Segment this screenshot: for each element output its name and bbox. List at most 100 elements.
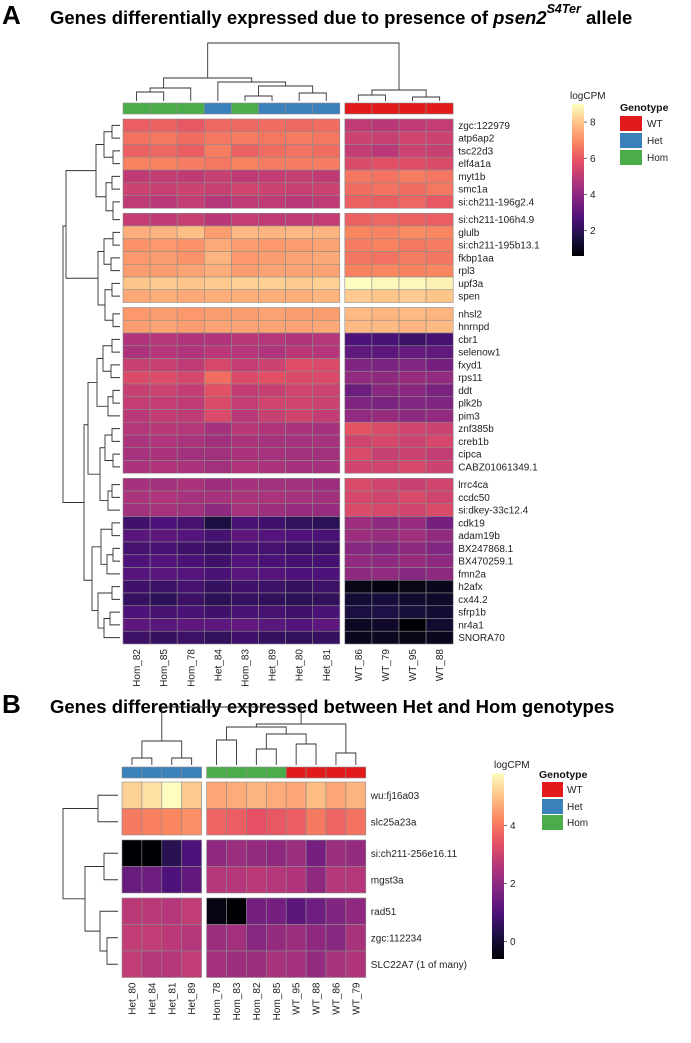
heatmap-cell	[425, 358, 454, 372]
heatmap-cell	[122, 144, 151, 158]
row-label: fkbp1aa	[458, 253, 494, 264]
heatmap-cell	[231, 490, 259, 505]
dendrogram-branch	[91, 546, 101, 611]
row-label: plk2b	[458, 399, 482, 410]
heatmap-cell	[285, 421, 314, 436]
column-label: Het_81	[167, 982, 178, 1015]
heatmap-cell	[206, 781, 227, 809]
heatmap-cell	[258, 319, 286, 334]
heatmap-cell	[226, 839, 247, 867]
row-label: cx44.2	[458, 595, 488, 606]
genotype-annotation-cell	[121, 766, 143, 779]
heatmap-cell	[231, 434, 259, 449]
heatmap-cell	[149, 460, 178, 474]
heatmap-cell	[258, 528, 286, 543]
heatmap-cell	[149, 447, 178, 461]
heatmap-cell	[312, 212, 341, 227]
heatmap-cell	[344, 144, 373, 158]
heatmap-cell	[122, 567, 151, 581]
dendrogram-branch	[258, 85, 314, 96]
heatmap-cell	[425, 567, 454, 581]
heatmap-cell	[285, 307, 314, 321]
heatmap-cell	[176, 345, 205, 359]
heatmap-cell	[161, 924, 183, 952]
heatmap-cell	[231, 131, 259, 145]
heatmap-cell	[371, 592, 400, 607]
color-legend-bar	[492, 773, 504, 959]
heatmap-cell	[176, 409, 205, 423]
heatmap-cell	[344, 276, 373, 291]
heatmap-cell	[258, 383, 286, 398]
column-label: Het_81	[322, 649, 333, 682]
heatmap-cell	[344, 541, 373, 556]
heatmap-cell	[226, 924, 247, 952]
heatmap-cell	[149, 516, 178, 530]
legend-label-het: Het	[647, 136, 663, 147]
heatmap-cell	[231, 319, 259, 334]
dendrogram-branch	[111, 124, 120, 139]
heatmap-cell	[312, 477, 341, 492]
heatmap-cell	[345, 781, 367, 809]
dendrogram-branch	[207, 42, 400, 90]
dendrogram-branch	[99, 910, 118, 952]
row-label: zgc:112234	[371, 933, 422, 944]
heatmap-cell	[398, 225, 427, 240]
heatmap-cell	[161, 950, 183, 978]
heatmap-cell	[204, 289, 232, 303]
row-label: nhsl2	[458, 309, 482, 320]
heatmap-cell	[425, 144, 454, 158]
dendrogram-branch	[171, 757, 193, 765]
row-label: si:dkey-33c12.4	[458, 506, 528, 517]
heatmap-cell	[176, 630, 205, 645]
heatmap-cell	[258, 276, 286, 291]
dendrogram-branch	[62, 225, 84, 503]
dendrogram-branch	[112, 389, 120, 404]
row-label: fxyd1	[458, 360, 482, 371]
heatmap-cell	[398, 447, 427, 461]
heatmap-cell	[344, 358, 373, 372]
heatmap-cell	[122, 383, 151, 398]
heatmap-cell	[149, 319, 178, 334]
heatmap-cell	[325, 897, 347, 925]
heatmap-cell	[398, 409, 427, 423]
heatmap-cell	[204, 182, 232, 196]
heatmap-cell	[231, 592, 259, 607]
dendrogram-branch	[226, 726, 287, 740]
panel-a-letter: A	[2, 0, 21, 30]
heatmap-cell	[122, 477, 151, 492]
dendrogram-branch	[84, 866, 104, 932]
dendrogram-branch	[217, 81, 287, 101]
dendrogram-branch	[110, 257, 120, 272]
genotype-annotation-cell	[325, 766, 347, 779]
heatmap-cell	[181, 839, 202, 867]
heatmap-cell	[149, 251, 178, 265]
heatmap-cell	[344, 319, 373, 334]
panel-a-title: Genes differentially expressed due to pr…	[50, 2, 632, 28]
column-label: WT_95	[292, 982, 303, 1015]
heatmap-cell	[231, 503, 259, 517]
genotype-legend-title: Genotype	[539, 769, 588, 781]
heatmap-cell	[206, 950, 227, 978]
heatmap-cell	[258, 630, 286, 645]
heatmap-cell	[258, 144, 286, 158]
heatmap-cell	[371, 144, 400, 158]
heatmap-cell	[161, 808, 183, 836]
row-label: si:ch211-256e16.11	[371, 849, 458, 860]
dendrogram-branch	[163, 77, 253, 88]
heatmap-cell	[122, 289, 151, 303]
heatmap-cell	[231, 182, 259, 196]
genotype-annotation-cell	[285, 102, 314, 115]
heatmap-cell	[425, 319, 454, 334]
heatmap-cell	[204, 383, 232, 398]
heatmap-cell	[344, 307, 373, 321]
heatmap-cell	[149, 169, 178, 184]
heatmap-cell	[149, 490, 178, 505]
heatmap-cell	[398, 490, 427, 505]
heatmap-cell	[344, 182, 373, 196]
heatmap-cell	[398, 567, 427, 581]
heatmap-cell	[344, 554, 373, 568]
heatmap-cell	[149, 409, 178, 423]
heatmap-cell	[312, 276, 341, 291]
heatmap-cell	[149, 592, 178, 607]
